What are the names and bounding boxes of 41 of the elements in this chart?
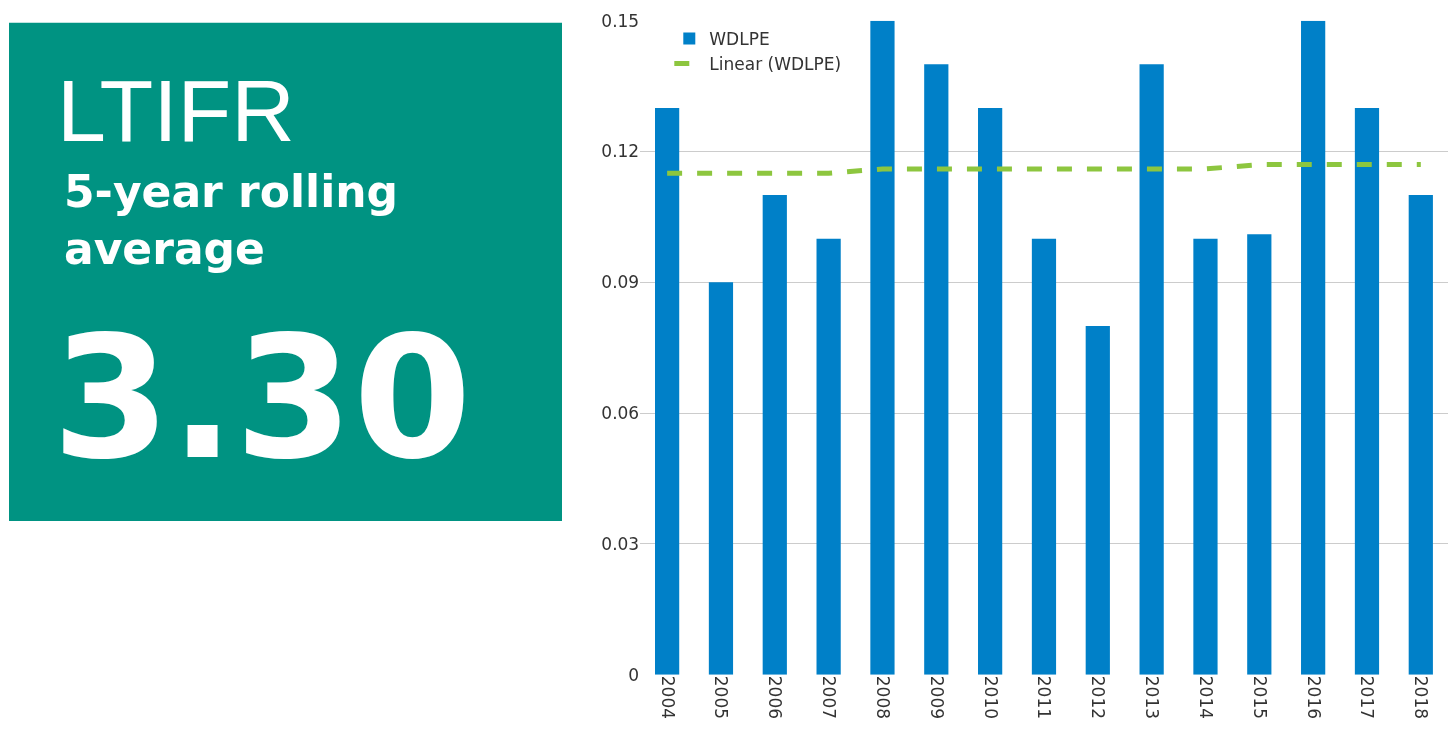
x-tick-label: 2018 xyxy=(1411,675,1432,720)
bar xyxy=(708,282,734,675)
x-tick-label: 2007 xyxy=(819,675,840,720)
bar xyxy=(1301,20,1326,675)
x-tick-label: 2016 xyxy=(1303,675,1324,720)
x-tick-label: 2006 xyxy=(765,675,786,720)
y-tick-label: 0 xyxy=(628,664,640,685)
x-tick-label: 2015 xyxy=(1249,675,1270,720)
bar xyxy=(1139,64,1164,675)
y-tick-label: 0.12 xyxy=(601,141,640,162)
legend-label: Linear (WDLPE) xyxy=(709,54,842,75)
x-tick-label: 2014 xyxy=(1195,675,1216,720)
bar xyxy=(924,64,949,675)
x-tick-label: 2005 xyxy=(711,675,732,720)
y-tick-label: 0.15 xyxy=(601,10,640,31)
x-tick-label: 2010 xyxy=(980,675,1001,720)
text: 3.30 xyxy=(52,299,472,497)
x-tick-label: 2009 xyxy=(926,675,947,720)
y-tick-label: 0.03 xyxy=(601,533,640,554)
x-tick-label: 2017 xyxy=(1357,675,1378,720)
x-tick-label: 2012 xyxy=(1088,675,1109,720)
x-tick-label: 2004 xyxy=(657,675,678,720)
x-tick-label: 2013 xyxy=(1142,675,1163,720)
legend-label: WDLPE xyxy=(709,29,770,50)
bar xyxy=(870,20,895,675)
bar xyxy=(1354,107,1380,675)
x-tick-label: 2011 xyxy=(1034,675,1055,720)
text: 5-year rolling average xyxy=(64,166,399,275)
bar xyxy=(1408,195,1433,675)
bar xyxy=(816,238,841,675)
bar xyxy=(762,195,787,675)
y-tick-label: 0.09 xyxy=(601,272,640,293)
bar xyxy=(1031,238,1057,675)
bar xyxy=(1247,234,1272,675)
bar xyxy=(1085,325,1110,675)
bar xyxy=(1193,238,1218,675)
y-tick-label: 0.06 xyxy=(601,403,640,424)
bar xyxy=(655,107,680,675)
text: LTIFR xyxy=(57,61,295,160)
x-tick-label: 2008 xyxy=(872,675,893,720)
bar xyxy=(978,107,1003,675)
